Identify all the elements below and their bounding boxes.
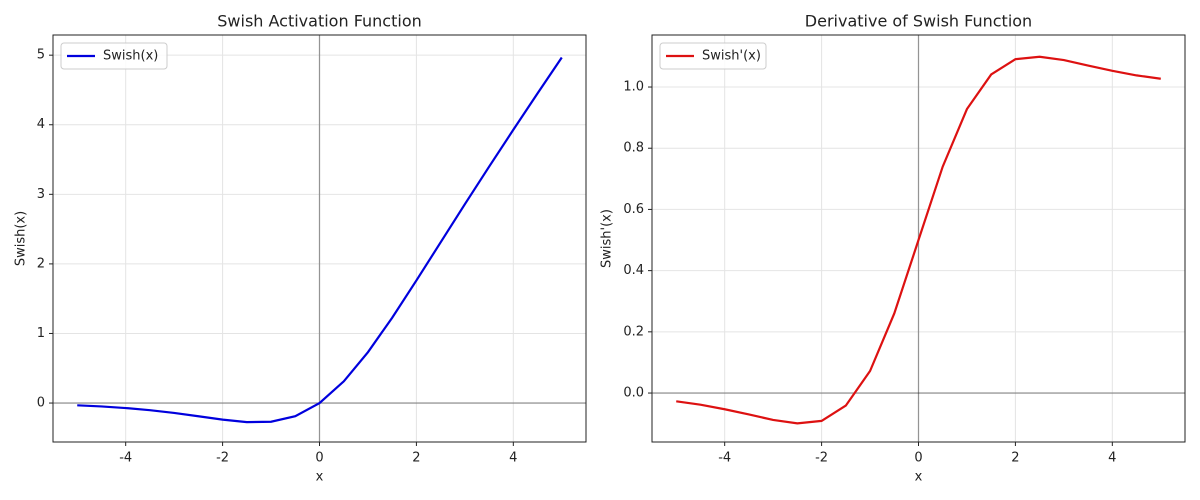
y-axis-label: Swish'(x): [600, 209, 615, 268]
x-tick-label: 0: [914, 451, 922, 466]
x-tick-label: -4: [718, 451, 731, 466]
x-tick-label: 2: [412, 451, 420, 466]
x-tick-label: 4: [1108, 451, 1116, 466]
x-axis-label: x: [316, 470, 324, 485]
legend-label: Swish(x): [103, 49, 158, 64]
x-axis-label: x: [915, 470, 923, 485]
y-tick-label: 3: [37, 187, 45, 202]
plot-frame: [52, 34, 587, 443]
x-tick-label: 0: [315, 451, 323, 466]
subplot: Swish Activation Function x Swish(x) -4 -2 0 2…: [14, 12, 587, 485]
y-tick-label: 0: [37, 396, 45, 411]
x-tick-label: 2: [1011, 451, 1019, 466]
y-tick-label: 1.0: [623, 80, 644, 95]
legend-label: Swish'(x): [702, 49, 761, 64]
y-tick-label: 1: [37, 326, 45, 341]
series-line: [77, 56, 563, 424]
y-tick-label: 0.2: [623, 324, 644, 339]
x-tick-label: -2: [815, 451, 828, 466]
chart-title: Derivative of Swish Function: [805, 12, 1032, 31]
x-tick-label: -4: [119, 451, 132, 466]
y-axis-label: Swish(x): [14, 211, 29, 266]
x-tick-label: -2: [216, 451, 229, 466]
subplot: Derivative of Swish Function x Swish'(x) -4…: [600, 12, 1186, 485]
plot-frame: [651, 34, 1186, 443]
y-tick-label: 0.6: [623, 202, 644, 217]
legend-box: [659, 42, 767, 70]
y-tick-label: 0.8: [623, 141, 644, 156]
legend-box: [60, 42, 168, 70]
y-tick-label: 2: [37, 256, 45, 271]
y-tick-label: 0.0: [623, 386, 644, 401]
y-tick-label: 5: [37, 48, 45, 63]
x-tick-label: 4: [509, 451, 517, 466]
y-tick-label: 0.4: [623, 263, 644, 278]
y-tick-label: 4: [37, 117, 45, 132]
series-line: [676, 55, 1161, 425]
chart-title: Swish Activation Function: [217, 12, 422, 31]
